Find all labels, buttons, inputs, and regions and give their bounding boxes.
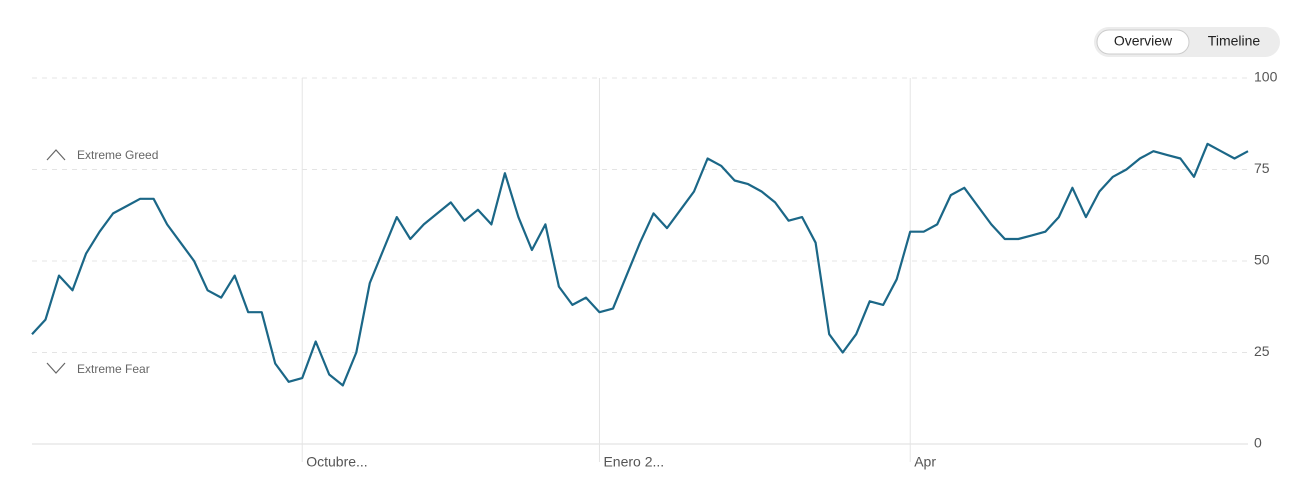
annotation: Extreme Greed (77, 148, 158, 162)
fear-icon (46, 362, 66, 374)
y-tick-label: 100 (1254, 69, 1278, 85)
x-tick-label: Apr (914, 454, 936, 470)
y-tick-label: 0 (1254, 435, 1262, 451)
x-tick-label: Enero 2... (603, 454, 664, 470)
toggle-active[interactable] (1096, 29, 1190, 55)
line (31, 142, 1249, 387)
y-tick-label: 25 (1254, 343, 1270, 359)
button[interactable]: Timeline (1208, 33, 1261, 49)
y-tick-label: 50 (1254, 252, 1270, 268)
annotation: Extreme Fear (77, 362, 150, 376)
x-tick-label: Octubre... (306, 454, 367, 470)
greed-icon (46, 149, 66, 161)
y-tick-label: 75 (1254, 160, 1270, 176)
view-toggle: Overview Timeline (1094, 27, 1280, 57)
button[interactable]: Overview (1114, 33, 1173, 49)
